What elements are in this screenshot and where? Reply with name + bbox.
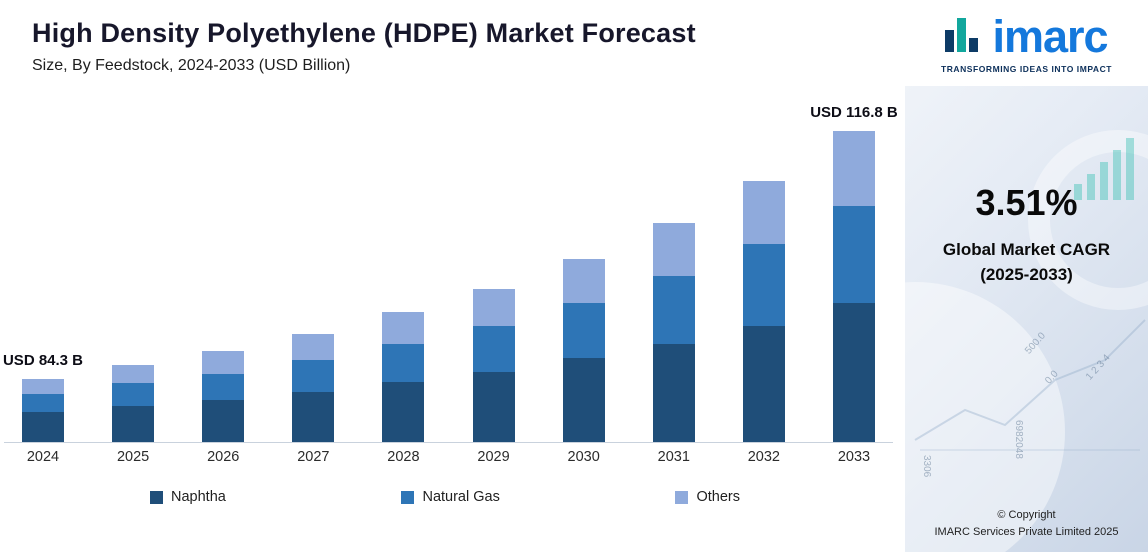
segment-others — [382, 311, 425, 344]
segment-natural-gas — [562, 303, 605, 359]
bar-2033: USD 116.8 B — [810, 104, 898, 442]
chart-legend: Naphtha Natural Gas Others — [0, 489, 905, 505]
legend-item-others: Others — [675, 489, 740, 505]
x-tick-2030: 2030 — [567, 449, 600, 465]
x-tick-2026: 2026 — [207, 449, 240, 465]
copyright-line1: © Copyright — [997, 509, 1056, 521]
chart-header: High Density Polyethylene (HDPE) Market … — [0, 18, 905, 75]
bar-2027 — [292, 123, 335, 442]
segment-natural-gas — [472, 325, 515, 372]
segment-others — [112, 365, 155, 384]
segment-natural-gas — [742, 244, 785, 327]
x-tick-2024: 2024 — [26, 449, 60, 465]
legend-swatch — [150, 490, 163, 504]
segment-others — [22, 378, 64, 394]
segment-naphtha — [202, 399, 245, 442]
legend-label: Naphtha — [171, 489, 226, 505]
segment-naphtha — [382, 381, 425, 442]
chart-title: High Density Polyethylene (HDPE) Market … — [32, 18, 696, 48]
legend-label: Others — [696, 489, 740, 505]
decorative-number: 6982048 — [1013, 420, 1024, 459]
bar-2024: USD 84.3 B — [3, 123, 83, 442]
cagr-value: 3.51% — [975, 182, 1078, 223]
decorative-number: 3306 — [921, 455, 932, 478]
bar-2032 — [742, 123, 785, 442]
decorative-number: 1 2 3 4 — [1083, 352, 1113, 383]
segment-others — [652, 222, 695, 277]
segment-naphtha — [292, 391, 335, 442]
decorative-number: 0.0 — [1043, 368, 1061, 387]
segment-natural-gas — [22, 393, 64, 412]
data-label-2033: USD 116.8 B — [810, 104, 898, 122]
segment-others — [562, 259, 605, 304]
cagr-block: 3.51% Global Market CAGR (2025-2033) — [905, 182, 1148, 287]
x-tick-2032: 2032 — [747, 449, 780, 465]
segment-naphtha — [652, 344, 695, 442]
legend-item-natural-gas: Natural Gas — [401, 489, 500, 505]
bar-2028 — [382, 123, 425, 442]
bar-2029 — [472, 123, 515, 442]
copyright: © Copyright IMARC Services Private Limit… — [905, 507, 1148, 540]
cagr-label-line1: Global Market CAGR — [942, 240, 1111, 259]
bar-2030 — [562, 123, 605, 442]
imarc-logo-icon — [945, 16, 985, 56]
decorative-number: 500.0 — [1023, 330, 1048, 357]
segment-naphtha — [832, 303, 875, 442]
segment-others — [292, 333, 335, 360]
copyright-line2: IMARC Services Private Limited 2025 — [934, 525, 1119, 538]
segment-natural-gas — [382, 343, 425, 382]
decorative-line-chart — [914, 319, 1146, 451]
segment-others — [472, 288, 515, 326]
x-axis-labels: 2024 2025 2026 2027 2028 2029 2030 2031 2032 2033 — [4, 449, 893, 465]
segment-natural-gas — [112, 383, 155, 406]
legend-swatch — [675, 490, 689, 504]
segment-natural-gas — [292, 359, 335, 392]
segment-naphtha — [22, 411, 64, 442]
cagr-label: Global Market CAGR (2025-2033) — [905, 238, 1148, 287]
chart-panel: High Density Polyethylene (HDPE) Market … — [0, 18, 905, 505]
segment-naphtha — [742, 326, 785, 442]
cagr-label-line2: (2025-2033) — [980, 264, 1073, 284]
x-tick-2029: 2029 — [477, 449, 510, 465]
bar-2025 — [112, 123, 155, 442]
segment-naphtha — [112, 405, 155, 442]
bar-2031 — [652, 123, 695, 442]
logo: imarc — [917, 10, 1136, 62]
stacked-bar-plot: USD 84.3 B USD 116.8 B — [3, 104, 898, 443]
segment-natural-gas — [652, 276, 695, 345]
segment-others — [202, 351, 245, 374]
plot-area: USD 84.3 B USD 116.8 B 2024 2025 2026 2027 20… — [0, 104, 905, 505]
branding-panel: 500.0 0.0 1 2 3 4 6982048 3306 imarc TRA… — [905, 0, 1148, 552]
x-tick-2031: 2031 — [657, 449, 690, 465]
segment-others — [832, 131, 875, 206]
legend-item-naphtha: Naphtha — [150, 489, 226, 505]
x-tick-2028: 2028 — [387, 449, 420, 465]
segment-naphtha — [472, 371, 515, 442]
x-tick-2025: 2025 — [116, 449, 150, 465]
logo-tagline: TRANSFORMING IDEAS INTO IMPACT — [940, 64, 1113, 74]
legend-label: Natural Gas — [422, 489, 500, 505]
segment-natural-gas — [832, 205, 875, 304]
x-tick-2027: 2027 — [297, 449, 330, 465]
segment-others — [742, 181, 785, 245]
data-label-2024: USD 84.3 B — [2, 351, 84, 369]
x-tick-2033: 2033 — [837, 449, 871, 465]
bar-2026 — [202, 123, 245, 442]
legend-swatch — [401, 490, 415, 504]
segment-natural-gas — [202, 373, 245, 400]
logo-text: imarc — [992, 10, 1108, 62]
segment-naphtha — [562, 358, 605, 442]
logo-card: imarc TRANSFORMING IDEAS INTO IMPACT — [905, 0, 1148, 86]
chart-subtitle: Size, By Feedstock, 2024-2033 (USD Billi… — [32, 57, 351, 74]
